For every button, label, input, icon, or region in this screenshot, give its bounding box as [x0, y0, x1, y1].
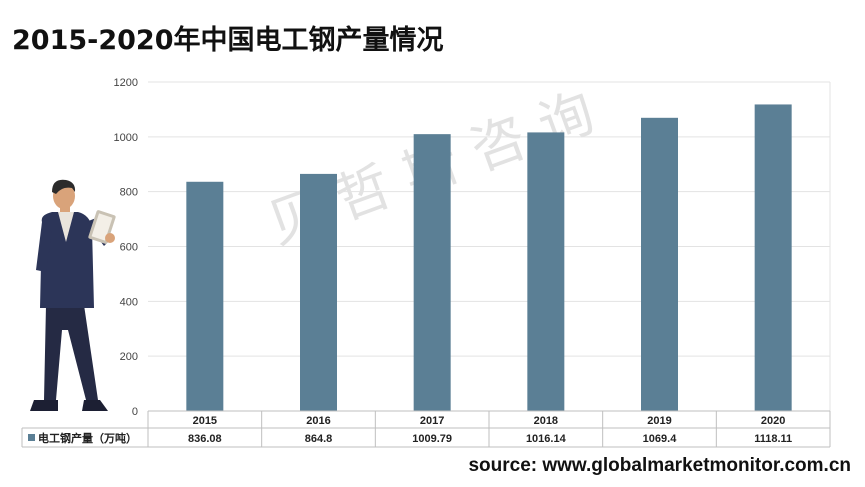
bar	[754, 104, 792, 411]
y-tick-label: 0	[132, 406, 138, 418]
x-tick-label: 2015	[193, 415, 217, 427]
legend-label: 电工钢产量（万吨）	[38, 431, 137, 445]
y-tick-label: 1200	[114, 77, 138, 89]
bar	[413, 134, 451, 412]
y-tick-label: 200	[120, 351, 138, 363]
y-tick-label: 400	[120, 296, 138, 308]
y-tick-label: 1000	[114, 132, 138, 144]
x-tick-label: 2018	[534, 415, 558, 427]
data-label: 1009.79	[412, 433, 452, 445]
source-attribution: source: www.globalmarketmonitor.com.cn	[468, 455, 851, 476]
data-label: 864.8	[305, 433, 333, 445]
y-tick-label: 800	[120, 187, 138, 199]
chart-title: 2015-2020年中国电工钢产量情况	[12, 25, 444, 56]
bar	[186, 181, 224, 411]
legend-swatch	[28, 434, 35, 441]
x-tick-label: 2020	[761, 415, 785, 427]
data-label: 1118.11	[754, 433, 792, 445]
x-tick-label: 2019	[647, 415, 671, 427]
y-tick-label: 600	[120, 242, 138, 254]
data-label: 836.08	[188, 433, 222, 445]
bar	[300, 173, 337, 411]
businessman-illustration	[30, 179, 116, 411]
data-label: 1016.14	[526, 433, 567, 445]
x-tick-label: 2017	[420, 415, 444, 427]
bar	[527, 132, 565, 412]
data-label: 1069.4	[643, 433, 678, 445]
bar	[641, 117, 678, 412]
x-tick-label: 2016	[306, 415, 330, 427]
